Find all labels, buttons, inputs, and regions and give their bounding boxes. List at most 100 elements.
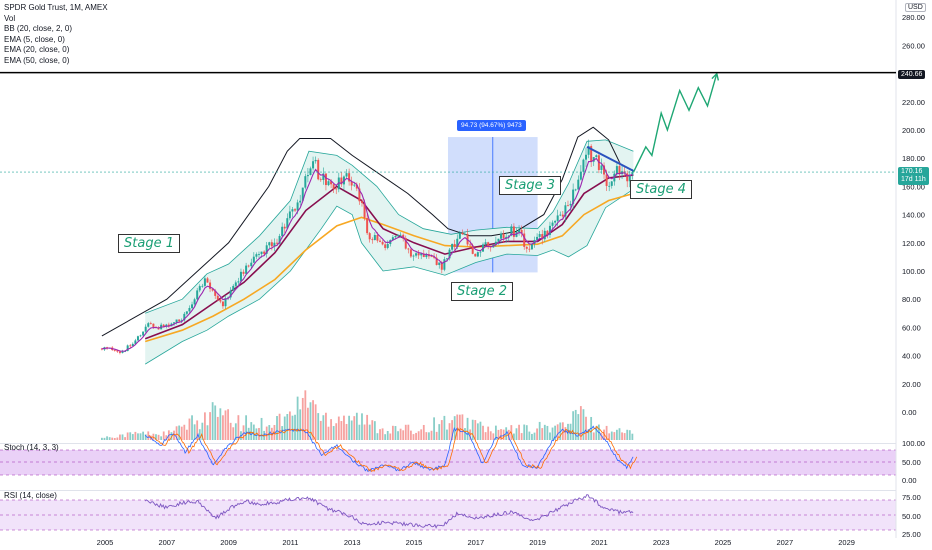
time-axis-label: 2015	[406, 538, 423, 547]
volume-bar	[428, 432, 430, 440]
candle-body	[309, 168, 312, 176]
candle-body	[548, 225, 551, 235]
time-axis-label: 2009	[220, 538, 237, 547]
volume-bar	[268, 425, 271, 440]
candle-body	[317, 159, 320, 180]
candle-body	[183, 313, 186, 321]
volume-bar	[144, 434, 147, 440]
candle-countdown: 17d 11h	[901, 176, 926, 183]
volume-bar	[582, 409, 585, 440]
candle-body	[590, 146, 593, 162]
ema50-indicator-label[interactable]: EMA (50, close, 0)	[4, 55, 70, 65]
volume-bar	[234, 423, 237, 440]
volume-bar	[556, 424, 559, 440]
candle-body	[134, 340, 137, 344]
candle-body	[422, 253, 425, 258]
candle-body	[564, 205, 567, 217]
candle-body	[458, 232, 461, 239]
candle-body	[399, 234, 402, 236]
volume-bar	[494, 425, 497, 440]
candle-body	[366, 217, 369, 234]
volume-bar	[610, 431, 613, 440]
volume-bar	[384, 434, 387, 440]
volume-bar	[193, 424, 196, 440]
volume-bar	[330, 419, 332, 440]
candle-body	[384, 244, 387, 248]
volume-indicator-label[interactable]: Vol	[4, 13, 16, 23]
candle-body	[518, 229, 521, 233]
bb-indicator-label[interactable]: BB (20, close, 2, 0)	[4, 24, 73, 33]
volume-bar	[425, 432, 428, 440]
volume-bar	[528, 431, 531, 440]
stoch-pane-label[interactable]: Stoch (14, 3, 3)	[4, 443, 59, 452]
volume-bar	[131, 434, 134, 440]
candle-body	[306, 175, 309, 177]
volume-bar	[577, 414, 580, 440]
volume-bar	[188, 418, 191, 440]
candle-body	[438, 262, 441, 265]
volume-bar	[291, 415, 294, 440]
candle-body	[304, 176, 307, 188]
volume-bar	[322, 415, 325, 440]
volume-bar	[211, 402, 214, 440]
candle-body	[451, 243, 454, 250]
symbol-title[interactable]: SPDR Gold Trust, 1M, AMEX	[4, 3, 108, 12]
volume-bar	[373, 421, 376, 440]
candle-body	[505, 236, 508, 239]
volume-bar	[376, 433, 379, 440]
candle-body	[497, 238, 500, 242]
candle-body	[214, 290, 217, 296]
candle-body	[510, 226, 513, 236]
price-axis-label: 220.00	[902, 98, 925, 107]
falling-trendline	[586, 146, 634, 172]
volume-bar	[523, 424, 526, 440]
candle-body	[381, 241, 384, 245]
candle-body	[579, 171, 582, 180]
candle-body	[440, 262, 443, 270]
measure-tool-label: 94.73 (94.67%) 9473	[457, 120, 526, 131]
candle-body	[605, 174, 608, 186]
candle-body	[348, 173, 351, 182]
volume-bar	[404, 424, 407, 440]
volume-bar	[564, 427, 567, 440]
volume-bar	[466, 417, 469, 440]
candle-body	[324, 173, 327, 186]
ema5-indicator-label[interactable]: EMA (5, close, 0)	[4, 34, 65, 44]
volume-bar	[134, 431, 137, 440]
volume-bar	[613, 432, 616, 440]
candle-body	[538, 234, 541, 237]
volume-bar	[111, 437, 114, 440]
candle-body	[546, 230, 549, 235]
volume-bar	[381, 428, 384, 440]
volume-bar	[621, 432, 623, 440]
volume-bar	[101, 437, 103, 440]
candle-body	[294, 209, 297, 211]
candle-body	[152, 323, 155, 327]
volume-bar	[296, 396, 299, 440]
candle-body	[255, 254, 258, 257]
candle-body	[203, 278, 206, 286]
candle-body	[379, 240, 382, 242]
volume-bar	[507, 429, 510, 440]
ema5-line	[101, 157, 633, 352]
rsi-pane-label[interactable]: RSI (14, close)	[4, 491, 57, 500]
ema20-indicator-label[interactable]: EMA (20, close, 0)	[4, 45, 70, 54]
volume-bar	[358, 424, 361, 440]
candle-body	[608, 185, 611, 187]
candle-body	[391, 237, 394, 240]
volume-bar	[237, 415, 240, 440]
candle-body	[615, 166, 618, 174]
volume-bar	[170, 432, 173, 440]
volume-bar	[430, 430, 433, 440]
volume-bar	[317, 413, 320, 440]
candle-body	[445, 258, 448, 260]
candle-body	[116, 350, 119, 352]
currency-badge[interactable]: USD	[905, 3, 926, 12]
volume-bar	[608, 433, 611, 440]
volume-bar	[482, 425, 484, 440]
volume-bar	[484, 432, 487, 440]
volume-bar	[124, 437, 126, 440]
volume-bar	[260, 417, 263, 440]
pane-divider	[0, 443, 896, 444]
